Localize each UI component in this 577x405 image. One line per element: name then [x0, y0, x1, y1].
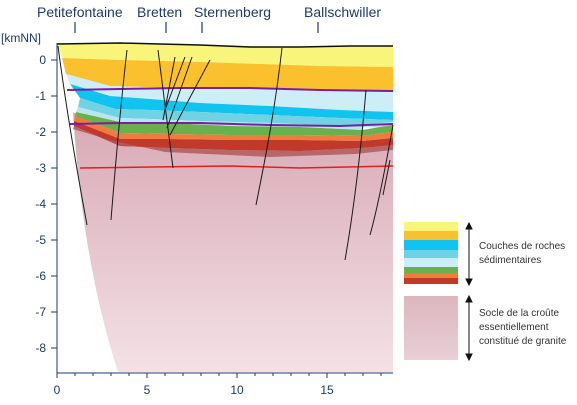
x-tick-label: 10 — [230, 383, 244, 397]
y-tick-label: -2 — [35, 125, 46, 139]
layer-light-cyan — [78, 98, 393, 128]
x-tick-label: 0 — [54, 383, 61, 397]
y-tick-label: -3 — [35, 161, 46, 175]
layer-pale-blue-2 — [76, 107, 393, 130]
legend-arrow-basement — [465, 294, 473, 362]
layer-green — [75, 112, 393, 136]
layer-orange — [62, 58, 393, 92]
town-label-sternenberg: Sternenberg — [194, 4, 271, 20]
legend-basement-swatch — [404, 296, 458, 360]
basement-layer — [73, 112, 393, 372]
purple-horizon-upper — [66, 87, 394, 92]
legend-basement-label-line2: essentiellement — [479, 322, 549, 333]
layer-cyan — [70, 84, 393, 120]
legend-arrow-sediment — [465, 221, 473, 287]
red-horizon — [79, 165, 394, 169]
layer-orange-2 — [74, 116, 393, 141]
legend-sediment-label-line2: sédimentaires — [479, 255, 541, 266]
layer-yellow — [58, 43, 393, 67]
surface-line — [56, 42, 393, 48]
y-tick-label: -8 — [35, 341, 46, 355]
layer-pale-blue — [66, 74, 393, 112]
purple-horizon-lower — [69, 122, 394, 128]
y-tick-label: -5 — [35, 233, 46, 247]
y-tick-label: -1 — [35, 89, 46, 103]
town-label-petitefontaine: Petitefontaine — [37, 4, 123, 20]
x-tick-label: 5 — [144, 383, 151, 397]
y-axis-ticks — [51, 59, 57, 349]
y-axis-unit-label: [kmNN] — [1, 31, 41, 45]
legend-basement-label-line1: Socle de la croûte — [479, 308, 559, 319]
town-tick-marks — [74, 22, 319, 33]
layer-red — [74, 121, 393, 151]
x-tick-label: 15 — [320, 383, 334, 397]
layer-dark-red — [73, 126, 393, 157]
fault-lines — [57, 45, 394, 261]
y-tick-label: -7 — [35, 305, 46, 319]
y-tick-label: 0 — [39, 53, 46, 67]
legend-sediment-label-line1: Couches de roches — [479, 241, 565, 252]
town-label-ballschwiller: Ballschwiller — [304, 4, 381, 20]
legend-sediment-swatch — [404, 222, 458, 284]
x-axis-ticks — [56, 373, 382, 378]
town-label-bretten: Bretten — [137, 4, 182, 20]
y-tick-label: -6 — [35, 269, 46, 283]
y-tick-label: -4 — [35, 197, 46, 211]
legend-basement-label-line3: constitué de granite — [479, 336, 567, 347]
